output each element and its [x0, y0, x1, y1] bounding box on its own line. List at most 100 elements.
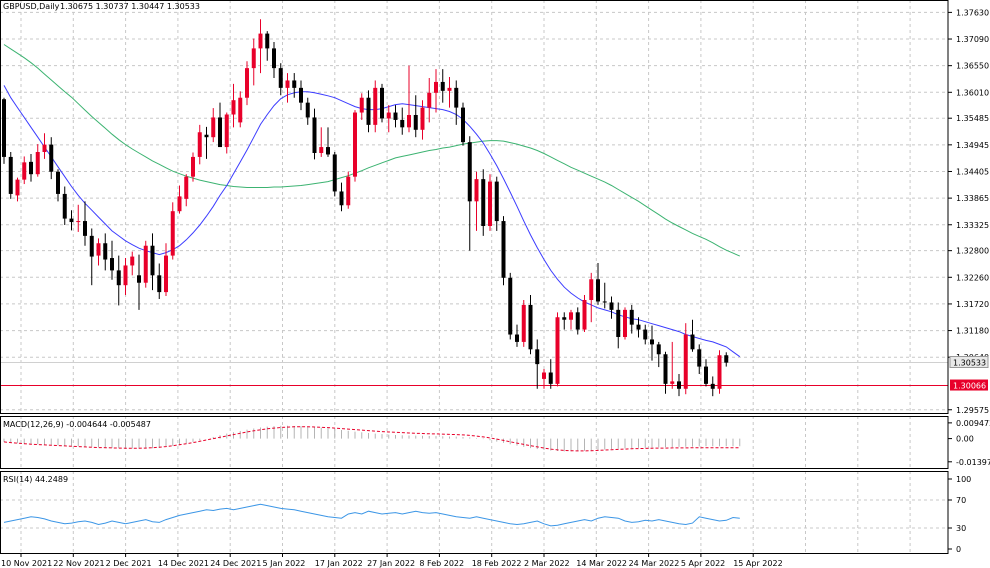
candle[interactable]	[238, 91, 243, 128]
candle[interactable]	[427, 77, 432, 123]
candle[interactable]	[366, 90, 371, 133]
candle[interactable]	[575, 307, 580, 335]
candle[interactable]	[96, 238, 101, 266]
candle[interactable]	[616, 302, 621, 349]
candle[interactable]	[548, 359, 553, 389]
candle[interactable]	[724, 352, 729, 367]
candle[interactable]	[420, 100, 425, 140]
candle[interactable]	[488, 174, 492, 231]
candle[interactable]	[69, 210, 74, 231]
candle[interactable]	[164, 243, 168, 297]
candle[interactable]	[56, 169, 60, 202]
candle[interactable]	[184, 174, 189, 207]
candle[interactable]	[569, 309, 573, 330]
candle[interactable]	[8, 151, 13, 199]
candle[interactable]	[332, 151, 337, 197]
candle[interactable]	[677, 373, 681, 397]
candle[interactable]	[562, 312, 567, 330]
candle[interactable]	[197, 124, 202, 165]
candle[interactable]	[710, 376, 715, 397]
candle[interactable]	[670, 341, 675, 389]
candle[interactable]	[515, 324, 519, 347]
candle[interactable]	[76, 204, 81, 232]
candle[interactable]	[400, 107, 405, 135]
candle[interactable]	[508, 272, 513, 340]
candle[interactable]	[116, 255, 121, 306]
candle[interactable]	[609, 296, 614, 319]
candle[interactable]	[292, 73, 297, 98]
candle[interactable]	[211, 108, 216, 143]
candle[interactable]	[697, 344, 702, 374]
candle[interactable]	[461, 102, 465, 146]
candlestick-series[interactable]	[2, 19, 729, 397]
candle[interactable]	[278, 63, 283, 96]
candle[interactable]	[589, 272, 594, 323]
candle[interactable]	[650, 325, 654, 361]
candle[interactable]	[353, 110, 357, 182]
candle[interactable]	[319, 127, 324, 157]
candle[interactable]	[447, 77, 452, 108]
candle[interactable]	[62, 186, 67, 226]
candle[interactable]	[440, 69, 445, 103]
candle[interactable]	[393, 105, 398, 128]
candle[interactable]	[596, 262, 600, 305]
candle[interactable]	[656, 341, 661, 368]
candle[interactable]	[386, 105, 391, 133]
candle[interactable]	[582, 295, 587, 333]
candle[interactable]	[602, 282, 607, 309]
candle[interactable]	[299, 80, 303, 111]
candle[interactable]	[285, 73, 290, 103]
candle[interactable]	[359, 93, 364, 120]
candle[interactable]	[29, 153, 33, 182]
candle[interactable]	[346, 171, 351, 209]
candle[interactable]	[683, 323, 688, 395]
candle[interactable]	[535, 339, 540, 389]
candle[interactable]	[717, 350, 722, 394]
candle[interactable]	[704, 359, 708, 387]
candle[interactable]	[413, 95, 418, 138]
candle[interactable]	[339, 182, 344, 212]
candle[interactable]	[83, 201, 87, 246]
candle[interactable]	[49, 137, 54, 180]
candle[interactable]	[251, 38, 256, 86]
candle[interactable]	[521, 299, 526, 347]
candle[interactable]	[110, 240, 114, 280]
candle[interactable]	[643, 324, 648, 345]
candle[interactable]	[555, 312, 560, 387]
candle[interactable]	[305, 97, 310, 125]
candle[interactable]	[15, 177, 20, 202]
candle[interactable]	[137, 254, 141, 310]
candle[interactable]	[143, 240, 148, 288]
candle[interactable]	[501, 216, 506, 286]
candle[interactable]	[191, 152, 195, 182]
candle[interactable]	[170, 202, 175, 260]
candle[interactable]	[245, 61, 249, 106]
candle[interactable]	[629, 304, 634, 334]
candle[interactable]	[150, 233, 155, 291]
candle[interactable]	[231, 83, 236, 128]
candle[interactable]	[265, 31, 270, 61]
candle[interactable]	[103, 233, 108, 271]
candle[interactable]	[258, 19, 263, 74]
candle[interactable]	[528, 295, 533, 355]
candle[interactable]	[380, 83, 384, 123]
candle[interactable]	[407, 65, 411, 133]
candle[interactable]	[42, 133, 47, 159]
candle[interactable]	[204, 126, 209, 159]
candle[interactable]	[2, 97, 6, 164]
candle[interactable]	[454, 80, 459, 125]
candle[interactable]	[224, 112, 229, 154]
candle[interactable]	[130, 251, 135, 276]
candle[interactable]	[623, 307, 627, 340]
candle[interactable]	[326, 127, 330, 157]
candle[interactable]	[218, 102, 222, 148]
candle[interactable]	[542, 369, 546, 389]
candle[interactable]	[35, 144, 40, 177]
candle[interactable]	[690, 319, 695, 352]
candle[interactable]	[312, 108, 317, 160]
candle[interactable]	[22, 156, 27, 185]
candle[interactable]	[434, 69, 438, 113]
candle[interactable]	[474, 171, 479, 231]
candle[interactable]	[481, 169, 486, 236]
